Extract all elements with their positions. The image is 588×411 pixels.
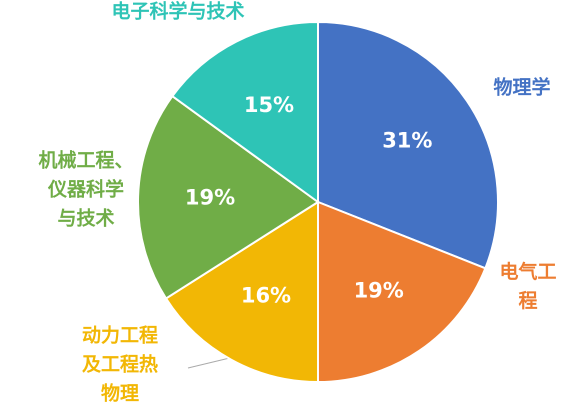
value-label: 15% — [244, 93, 294, 117]
pie-slice — [137, 94, 320, 300]
category-label: 电子科学与技术 — [111, 0, 245, 23]
pie-slice — [317, 20, 499, 270]
category-label: 电气工程 — [499, 261, 557, 312]
pie-slice — [164, 200, 319, 384]
value-label: 16% — [241, 284, 291, 308]
category-label: 动力工程 及工程热 物理 — [81, 324, 159, 405]
value-label: 19% — [185, 186, 235, 210]
category-label: 物理学 — [493, 76, 551, 99]
value-label: 31% — [382, 128, 432, 152]
pie-slice — [317, 200, 487, 384]
value-label: 19% — [354, 278, 404, 302]
pie-slice — [170, 20, 319, 204]
category-label: 机械工程、 仪器科学 与技术 — [38, 149, 134, 230]
